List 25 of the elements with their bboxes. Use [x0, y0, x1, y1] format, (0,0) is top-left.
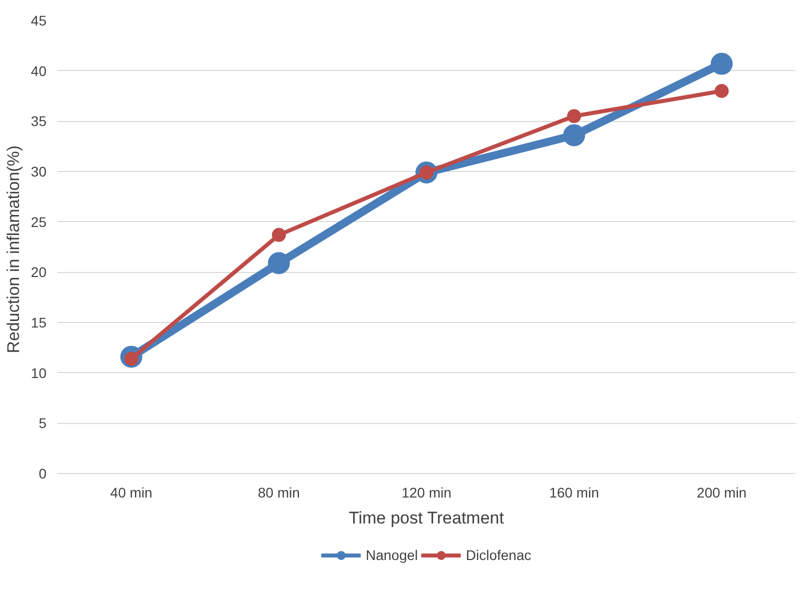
- y-tick-label: 35: [30, 113, 47, 130]
- y-tick-label: 0: [38, 466, 47, 482]
- legend-label: Diclofenac: [466, 547, 532, 563]
- point: [563, 124, 586, 146]
- y-tick-label: 30: [30, 164, 47, 180]
- point: [710, 52, 733, 75]
- point: [268, 252, 290, 274]
- x-axis-title: Time post Treatment: [348, 508, 504, 528]
- y-tick-label: 25: [30, 214, 47, 230]
- x-tick-label: 40 min: [110, 484, 152, 500]
- x-tick-label: 200 min: [696, 484, 747, 500]
- y-tick-label: 40: [30, 62, 47, 79]
- point: [714, 84, 729, 98]
- y-tick-label: 20: [30, 264, 47, 280]
- y-tick-label: 45: [30, 12, 47, 28]
- point: [272, 228, 286, 242]
- legend-label: Nanogel: [366, 547, 418, 563]
- x-tick-label: 120 min: [402, 484, 452, 500]
- y-tick-label: 5: [38, 415, 47, 432]
- x-tick-label: 160 min: [549, 484, 600, 500]
- x-tick-label: 80 min: [258, 484, 300, 500]
- y-axis-title: Reduction in inflamation(%): [4, 145, 23, 354]
- y-tick-label: 10: [30, 364, 47, 381]
- y-tick-label: 15: [30, 314, 47, 330]
- point: [567, 109, 582, 124]
